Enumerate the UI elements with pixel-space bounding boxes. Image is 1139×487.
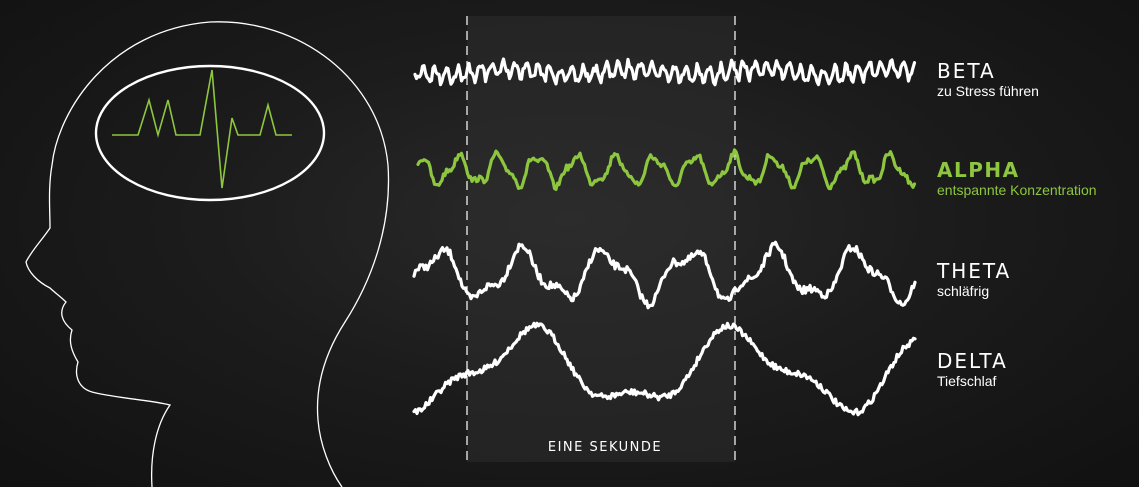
wave-alpha [416, 148, 917, 191]
one-second-band [467, 16, 735, 462]
one-second-caption: EINE SEKUNDE [547, 440, 663, 455]
wave-desc-alpha: entspannte Konzentration [937, 182, 1097, 198]
wave-theta [412, 240, 917, 310]
wave-delta [412, 321, 917, 417]
wave-trace-beta [413, 57, 917, 87]
brain-oval [94, 64, 326, 202]
label-theta: THETA schläfrig [937, 260, 1011, 299]
brain-spike-icon [112, 69, 292, 189]
wave-name-beta: BETA [937, 59, 996, 83]
label-alpha: ALPHA entspannte Konzentration [937, 159, 1097, 198]
wave-name-theta: THETA [937, 259, 1012, 283]
wave-beta [413, 57, 917, 87]
label-delta: DELTA Tiefschlaf [937, 350, 1008, 389]
wave-desc-beta: zu Stress führen [937, 83, 1039, 99]
wave-trace-delta [412, 321, 917, 417]
head-outline-icon [25, 21, 390, 487]
wave-desc-delta: Tiefschlaf [937, 373, 997, 389]
wave-name-delta: DELTA [937, 349, 1008, 373]
wave-trace-alpha [416, 148, 917, 191]
wave-name-alpha: ALPHA [937, 158, 1020, 182]
wave-desc-theta: schläfrig [937, 283, 990, 299]
label-beta: BETA zu Stress führen [937, 60, 1039, 99]
wave-trace-theta [412, 240, 917, 310]
